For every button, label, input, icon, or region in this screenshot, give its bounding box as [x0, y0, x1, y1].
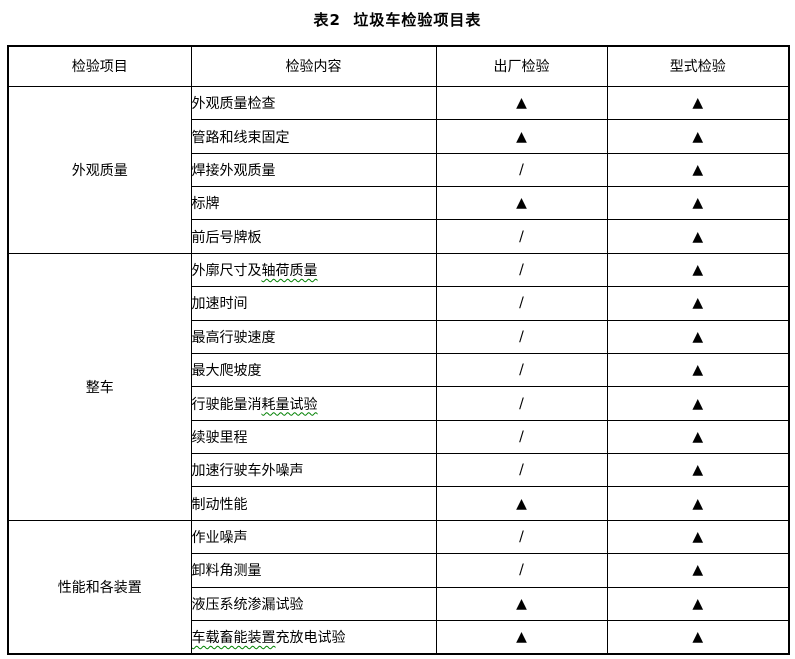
content-cell: 焊接外观质量 [190, 152, 437, 188]
content-cell: 最大爬坡度 [190, 352, 437, 388]
column-header-inspection-content: 检验内容 [190, 45, 437, 87]
content-text: 作业噪声 [191, 530, 248, 547]
table-row: 性能和各装置 作业噪声 / ▲ [7, 519, 790, 655]
factory-inspection-mark: ▲ [435, 186, 608, 221]
factory-inspection-mark: / [435, 286, 608, 321]
factory-inspection-mark: ▲ [435, 619, 608, 655]
table-row: 制动性能 ▲ ▲ [8, 486, 790, 521]
group-cell-performance-devices: 性能和各装置 [7, 519, 192, 655]
content-text: 最大爬坡度 [191, 363, 262, 380]
factory-inspection-mark: / [435, 219, 608, 254]
type-inspection-mark: ▲ [606, 619, 790, 655]
content-text-spellcheck: 耗量试验 [261, 396, 318, 413]
type-inspection-mark: ▲ [606, 286, 790, 321]
factory-inspection-mark: / [435, 453, 608, 488]
table-row: 整车 外廓尺寸及轴荷质量 / ▲ [7, 252, 790, 521]
content-text: 管路和线束固定 [191, 129, 290, 146]
content-text: 液压系统渗漏试验 [191, 596, 304, 613]
column-header-factory-inspection: 出厂检验 [435, 45, 608, 87]
type-inspection-mark: ▲ [606, 352, 790, 388]
factory-inspection-mark: / [435, 319, 608, 354]
content-text: 最高行驶速度 [191, 329, 276, 346]
content-cell: 作业噪声 [190, 519, 437, 555]
factory-inspection-mark: ▲ [435, 119, 608, 154]
content-cell: 行驶能量消耗量试验 [190, 386, 437, 421]
table-row: 液压系统渗漏试验 ▲ ▲ [8, 586, 790, 621]
type-inspection-mark: ▲ [606, 419, 790, 455]
type-inspection-mark: ▲ [606, 486, 790, 521]
content-cell: 管路和线束固定 [190, 119, 437, 154]
factory-inspection-mark: / [435, 352, 608, 388]
table-row: 标牌 ▲ ▲ [8, 186, 790, 221]
type-inspection-mark: ▲ [606, 319, 790, 354]
content-cell: 制动性能 [190, 486, 437, 521]
content-text: 焊接外观质量 [191, 162, 276, 179]
content-text: 续驶里程 [191, 429, 248, 446]
factory-inspection-mark: / [435, 386, 608, 421]
inspection-table: 检验项目 检验内容 出厂检验 型式检验 外观质量 外观质量检查 ▲ ▲ 管路和线… [7, 45, 790, 655]
content-cell: 外廓尺寸及轴荷质量 [190, 252, 437, 288]
content-text: 外廓尺寸及 [191, 263, 262, 280]
page-title: 表2 垃圾车检验项目表 [313, 11, 482, 29]
type-inspection-mark: ▲ [606, 186, 790, 221]
content-text: 卸料角测量 [191, 563, 262, 580]
content-cell: 卸料角测量 [190, 553, 437, 588]
factory-inspection-mark: / [435, 553, 608, 588]
type-inspection-mark: ▲ [606, 119, 790, 154]
column-header-inspection-item: 检验项目 [7, 45, 192, 87]
factory-inspection-mark: / [435, 152, 608, 188]
type-inspection-mark: ▲ [606, 519, 790, 555]
type-inspection-mark: ▲ [606, 453, 790, 488]
type-inspection-mark: ▲ [606, 586, 790, 621]
content-text: 标牌 [191, 196, 220, 213]
group-cell-appearance-quality: 外观质量 [7, 85, 192, 254]
content-cell: 加速时间 [190, 286, 437, 321]
table-row: 加速行驶车外噪声 / ▲ [8, 453, 790, 488]
content-text-spellcheck: 轴荷质量 [261, 263, 318, 280]
content-cell: 车载畜能装置充放电试验 [190, 619, 437, 655]
content-text-spellcheck: 车载畜能装置 [191, 629, 276, 646]
table-row: 行驶能量消耗量试验 / ▲ [8, 386, 790, 421]
content-cell: 最高行驶速度 [190, 319, 437, 354]
content-text: 外观质量检查 [191, 96, 276, 113]
content-text: 制动性能 [191, 496, 248, 513]
content-text: 行驶能量消 [191, 396, 262, 413]
type-inspection-mark: ▲ [606, 252, 790, 288]
table-row: 焊接外观质量 / ▲ [8, 152, 790, 188]
table-row: 最大爬坡度 / ▲ [8, 352, 790, 388]
factory-inspection-mark: ▲ [435, 586, 608, 621]
table-row: 卸料角测量 / ▲ [8, 553, 790, 588]
factory-inspection-mark: ▲ [435, 486, 608, 521]
content-cell: 加速行驶车外噪声 [190, 453, 437, 488]
table-row: 续驶里程 / ▲ [8, 419, 790, 455]
type-inspection-mark: ▲ [606, 553, 790, 588]
column-header-type-inspection: 型式检验 [606, 45, 790, 87]
content-text: 加速行驶车外噪声 [191, 463, 304, 480]
table-row: 外观质量 外观质量检查 ▲ ▲ [7, 85, 790, 254]
group-cell-whole-vehicle: 整车 [7, 252, 192, 521]
factory-inspection-mark: / [435, 419, 608, 455]
type-inspection-mark: ▲ [606, 85, 790, 121]
content-cell: 外观质量检查 [190, 85, 437, 121]
content-cell: 标牌 [190, 186, 437, 221]
table-row: 管路和线束固定 ▲ ▲ [8, 119, 790, 154]
content-text: 加速时间 [191, 296, 248, 313]
content-text: 充放电试验 [275, 629, 346, 646]
content-cell: 续驶里程 [190, 419, 437, 455]
content-cell: 前后号牌板 [190, 219, 437, 254]
type-inspection-mark: ▲ [606, 219, 790, 254]
content-text: 前后号牌板 [191, 229, 262, 246]
factory-inspection-mark: ▲ [435, 85, 608, 121]
factory-inspection-mark: / [435, 252, 608, 288]
type-inspection-mark: ▲ [606, 152, 790, 188]
factory-inspection-mark: / [435, 519, 608, 555]
table-row: 车载畜能装置充放电试验 ▲ ▲ [8, 619, 790, 655]
content-cell: 液压系统渗漏试验 [190, 586, 437, 621]
type-inspection-mark: ▲ [606, 386, 790, 421]
table-header-row: 检验项目 检验内容 出厂检验 型式检验 [7, 45, 790, 87]
